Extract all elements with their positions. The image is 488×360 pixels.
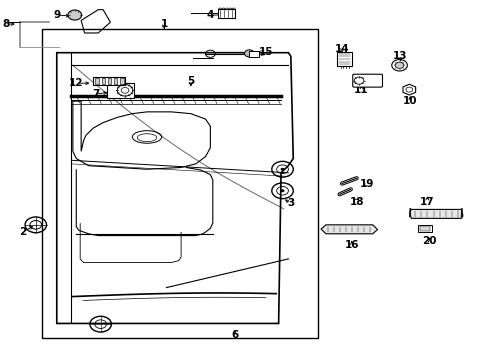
Polygon shape [409,210,462,219]
Text: 4: 4 [206,10,214,20]
FancyBboxPatch shape [352,74,382,87]
Text: 8: 8 [2,19,9,29]
Text: 2: 2 [19,227,26,237]
Text: 6: 6 [231,330,238,340]
Text: 11: 11 [353,85,368,95]
Bar [419,226,429,231]
Text: 19: 19 [360,179,374,189]
Bar [106,83,134,98]
Text: 5: 5 [187,76,194,86]
Bar [217,9,234,18]
Text: 18: 18 [349,197,363,207]
Circle shape [394,62,403,68]
Text: 7: 7 [92,89,99,99]
Bar [107,78,111,84]
Text: 16: 16 [344,239,358,249]
Circle shape [244,50,254,57]
Circle shape [68,10,81,20]
Bar [102,78,105,84]
Text: 15: 15 [259,46,273,57]
Text: 12: 12 [69,78,83,88]
Bar [336,52,351,66]
Text: 14: 14 [334,44,348,54]
Bar [93,77,125,85]
Text: 10: 10 [402,96,417,106]
Text: 13: 13 [392,51,407,61]
Circle shape [280,189,284,192]
Polygon shape [321,225,377,234]
Text: 17: 17 [419,197,434,207]
Text: 9: 9 [53,10,60,20]
Bar [120,78,123,84]
Bar [417,225,431,232]
Bar [95,78,99,84]
Bar [249,50,259,57]
Text: 1: 1 [160,19,167,29]
Bar [114,78,117,84]
Text: 20: 20 [422,236,436,246]
Bar [42,30,317,338]
Text: 3: 3 [286,198,294,208]
Circle shape [280,168,284,171]
